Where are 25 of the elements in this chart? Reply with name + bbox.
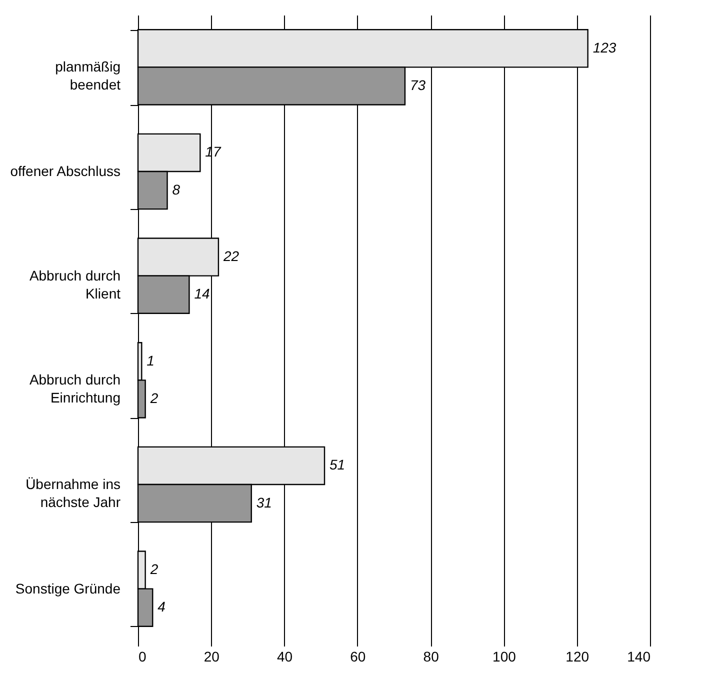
x-tick-label: 100 <box>492 648 516 664</box>
x-tick-label: 140 <box>627 648 651 664</box>
data-label: 2 <box>149 561 158 578</box>
y-tick-label: Abbruch durch Einrichtung <box>29 372 120 406</box>
data-label: 4 <box>158 598 166 615</box>
x-tick-label: 20 <box>204 648 220 664</box>
x-tick-label: 80 <box>423 648 440 664</box>
data-label: 123 <box>592 39 616 56</box>
y-tick-label: Abbruch durch Klient <box>29 267 121 302</box>
y-tick-label: planmäßig beendet <box>55 58 121 93</box>
data-label: 51 <box>330 456 346 473</box>
data-label: 14 <box>194 286 210 302</box>
x-tick-label: 120 <box>566 648 590 664</box>
x-tick-label: 0 <box>138 648 146 664</box>
y-tick-label: Sonstige Gründe <box>15 580 121 596</box>
data-label: 8 <box>172 181 180 198</box>
data-label: 22 <box>222 248 240 264</box>
data-label: 73 <box>410 76 426 93</box>
data-label: 1 <box>146 352 154 368</box>
x-tick-label: 60 <box>350 648 366 664</box>
y-tick-label: offener Abschluss <box>10 163 120 179</box>
x-tick-label: 40 <box>276 648 293 664</box>
y-tick-label: Übernahme ins nächste Jahr <box>26 476 121 510</box>
data-label: 31 <box>256 494 272 510</box>
data-label: 2 <box>149 390 158 406</box>
